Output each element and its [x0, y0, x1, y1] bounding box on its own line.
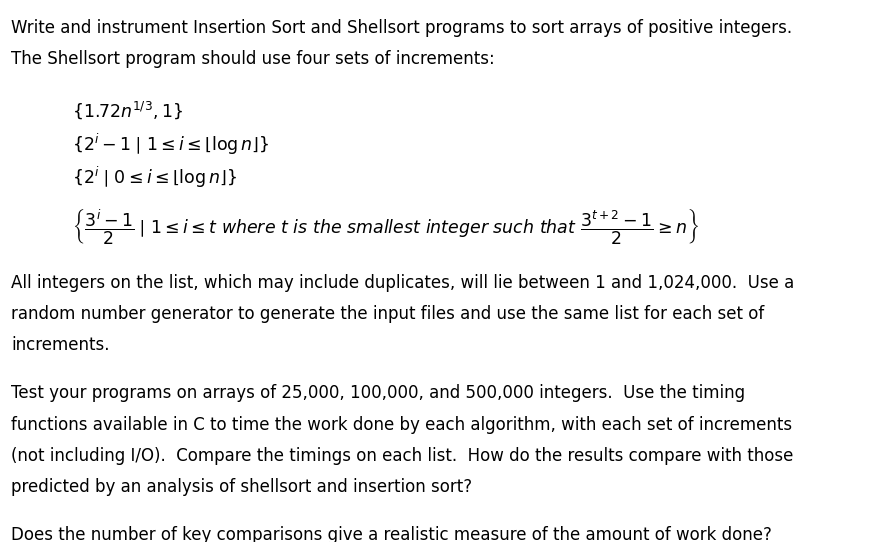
Text: predicted by an analysis of shellsort and insertion sort?: predicted by an analysis of shellsort an… [11, 479, 473, 496]
Text: $\left\{\dfrac{3^i-1}{2} \mid 1 \leq i \leq t\ \mathit{where}\ t\ \mathit{is\ th: $\left\{\dfrac{3^i-1}{2} \mid 1 \leq i \… [72, 208, 699, 247]
Text: increments.: increments. [11, 337, 110, 354]
Text: All integers on the list, which may include duplicates, will lie between 1 and 1: All integers on the list, which may incl… [11, 274, 795, 292]
Text: Test your programs on arrays of 25,000, 100,000, and 500,000 integers.  Use the : Test your programs on arrays of 25,000, … [11, 384, 745, 402]
Text: $\{2^i \mid 0 \leq i \leq \lfloor\log n\rfloor\}$: $\{2^i \mid 0 \leq i \leq \lfloor\log n\… [72, 165, 237, 190]
Text: (not including I/O).  Compare the timings on each list.  How do the results comp: (not including I/O). Compare the timings… [11, 447, 794, 465]
Text: The Shellsort program should use four sets of increments:: The Shellsort program should use four se… [11, 50, 495, 68]
Text: $\{1.72n^{1/3}, 1\}$: $\{1.72n^{1/3}, 1\}$ [72, 99, 183, 121]
Text: $\{2^i - 1\mid 1 \leq i \leq \lfloor\log n\rfloor\}$: $\{2^i - 1\mid 1 \leq i \leq \lfloor\log… [72, 132, 269, 157]
Text: functions available in C to time the work done by each algorithm, with each set : functions available in C to time the wor… [11, 416, 793, 434]
Text: random number generator to generate the input files and use the same list for ea: random number generator to generate the … [11, 305, 765, 323]
Text: Write and instrument Insertion Sort and Shellsort programs to sort arrays of pos: Write and instrument Insertion Sort and … [11, 19, 793, 37]
Text: Does the number of key comparisons give a realistic measure of the amount of wor: Does the number of key comparisons give … [11, 526, 773, 542]
